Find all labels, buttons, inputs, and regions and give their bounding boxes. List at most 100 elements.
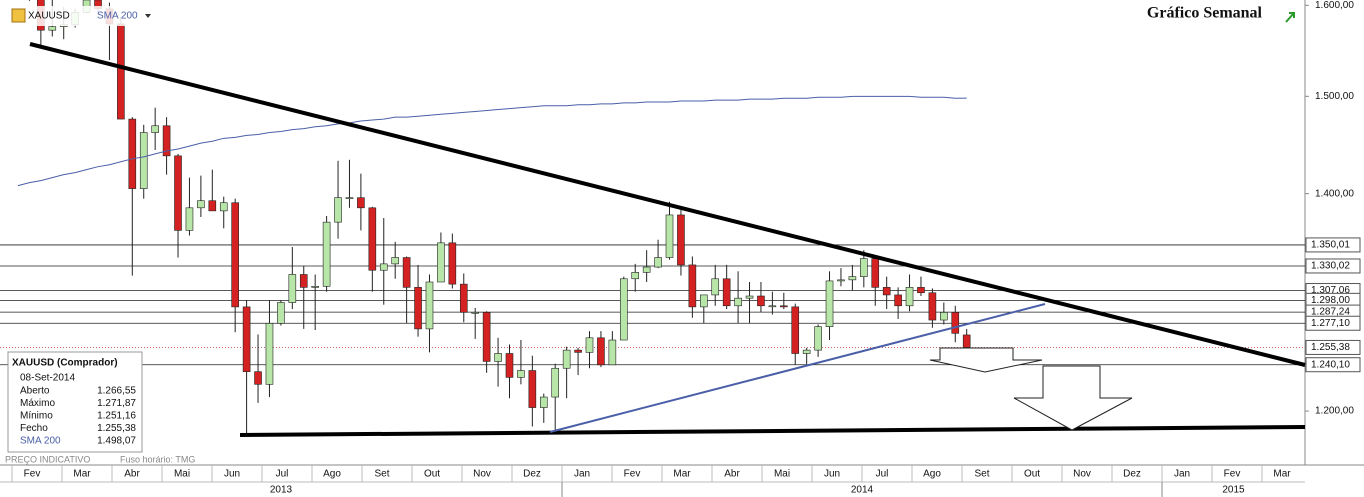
candle-body (768, 305, 777, 308)
x-tick-label: Abr (124, 469, 140, 480)
symbol[interactable]: XAUUSD (28, 11, 70, 22)
candle-body (265, 323, 274, 385)
candle-body (860, 258, 868, 277)
candle-body (871, 258, 880, 288)
info-value: 1.271,87 (97, 398, 136, 409)
candle-body (757, 295, 765, 307)
x-tick-label: Dez (523, 469, 541, 480)
candle-body (437, 242, 445, 283)
x-tick-label: Mar (73, 469, 91, 480)
y-tick-label: 1.500,00 (1315, 91, 1354, 102)
candle-body (402, 257, 411, 288)
candle-body (277, 302, 285, 324)
x-tick-label: Ago (923, 469, 941, 480)
y-tick-label: 1.600,00 (1315, 0, 1354, 11)
candle-body (631, 272, 640, 280)
x-tick-label: Jun (824, 469, 840, 480)
x-tick-label: Jul (276, 469, 289, 480)
candle-body (459, 283, 468, 313)
candle-body (905, 287, 914, 307)
indicator-label[interactable]: SMA 200 (97, 11, 138, 22)
x-tick-label: Set (974, 469, 989, 480)
level-label-box (1305, 315, 1361, 331)
candle-body (802, 349, 811, 354)
x-tick-label: Mai (174, 469, 190, 480)
x-tick-label: Mai (774, 469, 790, 480)
year-label: 2013 (270, 485, 293, 496)
candle-body (174, 155, 182, 231)
symbol-icon[interactable] (11, 8, 26, 23)
level-label: 1.240,10 (1311, 359, 1350, 370)
candle-body (528, 370, 537, 408)
candle-body (219, 202, 228, 212)
support-line (239, 425, 1306, 437)
x-tick-label: Nov (1073, 469, 1091, 480)
trend-icon[interactable] (1285, 12, 1295, 23)
info-title: XAUUSD (Comprador) (12, 358, 118, 369)
candle-body (665, 214, 674, 258)
candle-body (391, 257, 399, 265)
level-label: 1.277,10 (1311, 318, 1350, 329)
x-tick-label: Jan (574, 469, 590, 480)
candle-body (128, 118, 137, 189)
candle-body (139, 132, 148, 189)
x-tick-label: Out (424, 469, 440, 480)
candle-body (791, 306, 800, 354)
candle-body (345, 197, 354, 199)
candle-body (482, 312, 491, 362)
x-tick-label: Out (1024, 469, 1040, 480)
candle-body (322, 221, 331, 287)
candle-body (505, 353, 514, 378)
candle-body (231, 202, 239, 308)
candle-body (551, 367, 560, 398)
info-box-frame (7, 351, 143, 453)
candle-body (414, 287, 422, 330)
info-label: Mínimo (20, 411, 53, 422)
timezone: Fuso horário: TMG (120, 454, 195, 464)
dropdown-icon[interactable] (145, 14, 151, 18)
annotations (0, 6, 1306, 437)
candle-body (334, 197, 342, 223)
info-label: Fecho (20, 423, 48, 434)
x-tick-label: Dez (1123, 469, 1141, 480)
x-tick-label: Fev (1224, 469, 1241, 480)
candle-body (642, 266, 651, 273)
candle-body (722, 278, 731, 307)
candle-body (48, 26, 57, 31)
candle-body (608, 339, 617, 366)
last-price-label: 1.255,38 (1311, 342, 1350, 353)
level-label: 1.330,02 (1311, 261, 1350, 272)
level-label-box (1305, 237, 1361, 253)
level-label: 1.350,01 (1311, 240, 1350, 251)
candle-body (357, 197, 365, 209)
x-tick-label: Ago (323, 469, 341, 480)
level-label-box (1305, 357, 1361, 373)
sma-line (17, 95, 967, 187)
candle-body (848, 276, 857, 281)
candle-body (745, 295, 754, 299)
candle-body (208, 200, 217, 212)
x-tick-label: Jan (1174, 469, 1190, 480)
candle-body (379, 263, 388, 271)
candle-body (962, 334, 971, 348)
candle-body (185, 207, 194, 231)
x-tick-label: Mar (673, 469, 691, 480)
arrow-small (929, 347, 1043, 373)
candle-body (940, 312, 948, 321)
arrow-large (1013, 365, 1133, 431)
candle-body (368, 207, 377, 271)
info-label: Máximo (20, 398, 55, 409)
info-box: XAUUSD (Comprador) 08-Set-2014 Aberto 1.2… (7, 351, 143, 453)
candle-body (311, 285, 319, 288)
candle-body (825, 280, 834, 327)
info-date: 08-Set-2014 (20, 373, 75, 384)
candle-body (814, 326, 822, 351)
candle-body (562, 349, 571, 369)
year-label: 2015 (1222, 485, 1245, 496)
candle-body (585, 337, 594, 353)
candle-body (288, 274, 297, 303)
legend-bg (0, 6, 160, 26)
y-tick-label: 1.200,00 (1315, 406, 1354, 417)
